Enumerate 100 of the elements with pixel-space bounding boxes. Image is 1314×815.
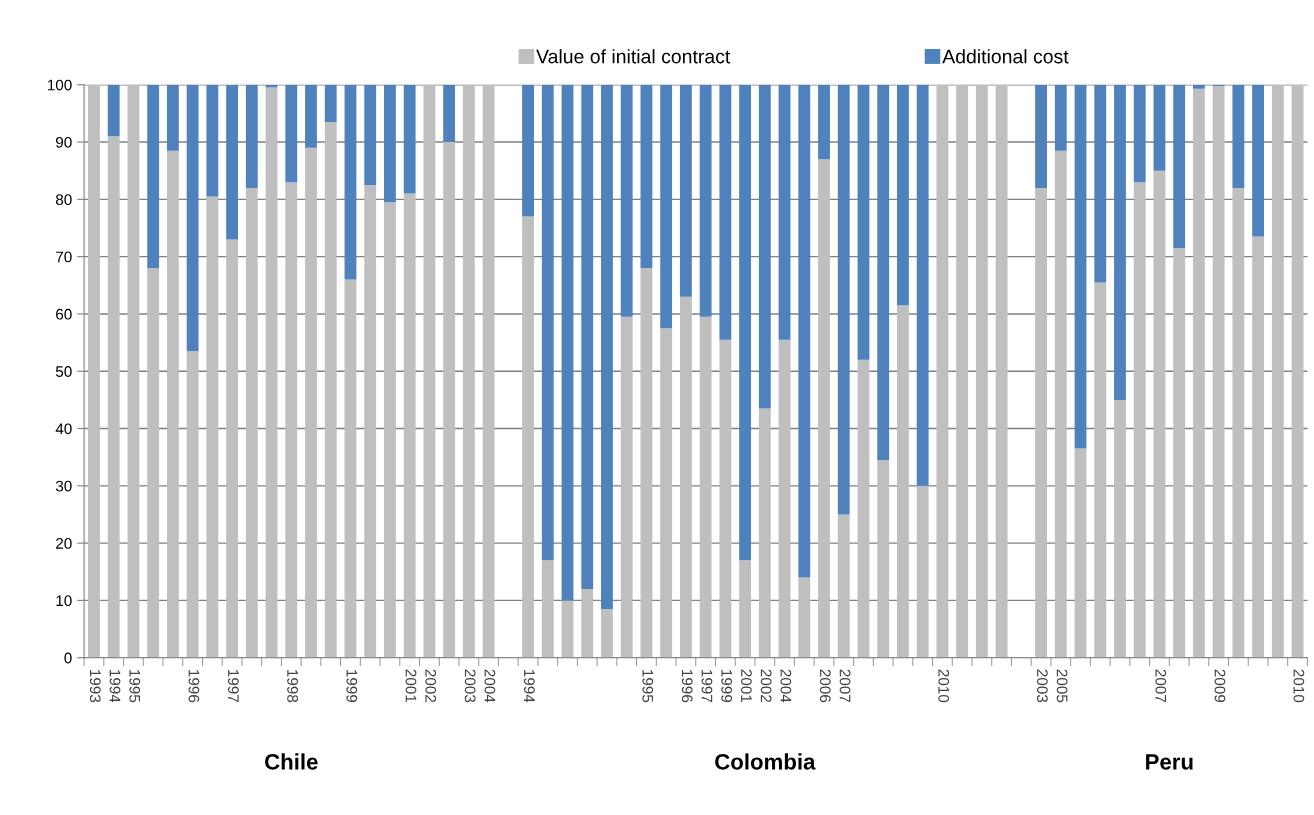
bar (1192, 88, 1205, 658)
x-tick-label: 2003 (464, 669, 476, 703)
bar (916, 84, 929, 486)
bar (245, 187, 258, 658)
bar (956, 84, 969, 658)
x-tick-label: 1997 (227, 669, 239, 703)
x-tick-label: 2004 (484, 669, 496, 703)
y-tick-label: 80 (55, 194, 72, 206)
bar (1252, 236, 1265, 658)
bar (88, 84, 100, 658)
legend-label: Additional cost (942, 49, 1069, 64)
bar (699, 84, 712, 317)
bar (541, 84, 554, 561)
bar (1212, 85, 1225, 658)
bar (1173, 248, 1186, 658)
bar (265, 87, 278, 658)
bar (1291, 84, 1304, 658)
x-tick-label: 2004 (780, 669, 792, 703)
y-tick-label: 20 (56, 537, 72, 549)
bar (679, 84, 692, 297)
bar (620, 316, 633, 658)
bar (601, 609, 613, 658)
y-tick-label: 0 (64, 652, 72, 664)
bar (403, 193, 416, 658)
bar (324, 122, 337, 658)
x-tick-label: 2006 (819, 669, 831, 703)
bar (1035, 187, 1047, 658)
x-tick-label: 2002 (425, 669, 437, 703)
bar (384, 84, 396, 203)
bar (245, 84, 258, 188)
x-tick-label: 2007 (1155, 669, 1167, 703)
bar (601, 84, 613, 609)
bar (1094, 84, 1107, 283)
legend-label: Value of initial contract (536, 49, 731, 64)
x-tick-label: 1994 (523, 669, 535, 703)
x-tick-label: 2002 (760, 669, 772, 703)
bar (226, 84, 238, 240)
bar (186, 351, 199, 658)
bar (1054, 150, 1067, 658)
bar (561, 84, 574, 601)
bar (1074, 84, 1087, 449)
bar (1133, 182, 1146, 658)
bar (758, 408, 771, 658)
bar (975, 84, 988, 658)
bar (877, 460, 890, 658)
bar (265, 84, 278, 88)
bar (443, 84, 456, 143)
bar (798, 84, 811, 578)
x-tick-label: 2010 (938, 669, 950, 703)
text: Peru (1146, 754, 1193, 770)
bar (1271, 84, 1284, 658)
bar (1173, 84, 1186, 249)
bar (403, 84, 416, 194)
text: Colombia (715, 753, 816, 770)
bar (1054, 84, 1067, 151)
bar (877, 84, 890, 461)
bar (305, 147, 317, 658)
bar (699, 316, 712, 658)
bar (423, 84, 436, 658)
bar (719, 339, 732, 658)
x-tick-label: 2010 (1293, 669, 1305, 703)
bar (1133, 84, 1146, 183)
bar (1114, 399, 1126, 658)
bar (897, 305, 909, 658)
bar (305, 84, 317, 148)
bar (384, 202, 396, 658)
bar (522, 216, 534, 658)
bar (1074, 448, 1087, 658)
text: Chile (265, 753, 318, 770)
bar (285, 84, 298, 183)
bar (166, 84, 179, 151)
x-tick-label: 2007 (839, 669, 851, 703)
bar (1114, 84, 1126, 400)
bar (818, 159, 830, 658)
bar (581, 84, 594, 589)
x-tick-label: 2005 (1056, 669, 1068, 703)
bar (837, 514, 850, 658)
x-tick-label: 1995 (642, 669, 654, 703)
bar (739, 560, 752, 658)
bar (818, 84, 830, 160)
bar (1232, 84, 1245, 188)
x-tick-label: 2003 (1036, 669, 1048, 703)
bar (660, 84, 673, 329)
bar (522, 84, 534, 217)
bar (995, 84, 1008, 658)
x-tick-label: 2009 (1214, 669, 1226, 703)
bar (324, 84, 337, 122)
bar (107, 136, 120, 658)
bar (739, 84, 752, 561)
bar (660, 328, 673, 658)
y-tick-label: 30 (55, 480, 72, 492)
bar (541, 560, 554, 658)
x-tick-label: 1999 (721, 669, 733, 703)
bar (1094, 282, 1107, 658)
x-tick-label: 1997 (701, 669, 713, 703)
y-tick-label: 70 (56, 251, 72, 263)
bar (857, 359, 870, 658)
bar (1252, 84, 1265, 237)
bar (640, 84, 653, 269)
bar (778, 84, 791, 340)
